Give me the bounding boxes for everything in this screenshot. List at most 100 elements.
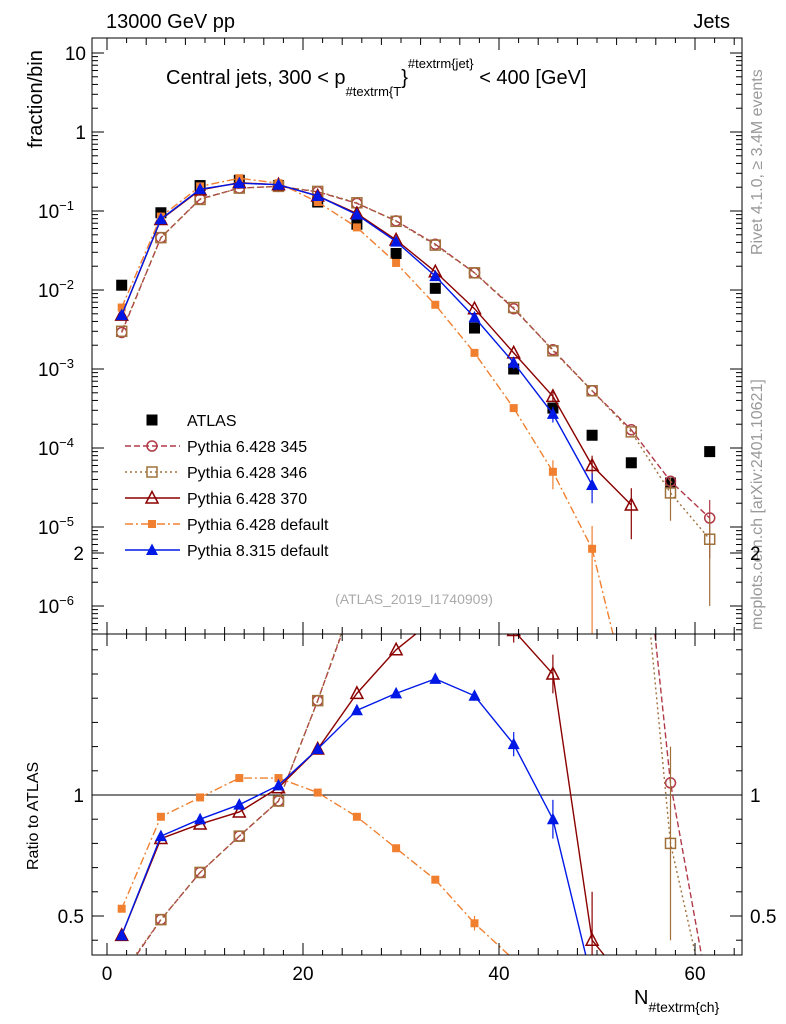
legend-label: Pythia 6.428 346 <box>187 465 307 482</box>
data-point <box>429 269 442 282</box>
legend-marker <box>144 489 160 504</box>
ytick-label: 10−6 <box>38 593 74 618</box>
ratio-xlabel: N#textrm{ch} <box>634 987 720 1015</box>
data-point <box>627 705 635 713</box>
data-point <box>233 830 246 842</box>
ytick-label: 1 <box>75 123 86 144</box>
title-end: < 400 [GeV] <box>474 67 587 89</box>
legend-item-pythia-6-428-345: Pythia 6.428 345 <box>125 439 307 456</box>
data-point <box>115 325 128 338</box>
data-point <box>313 788 322 797</box>
legend-label: Pythia 6.428 default <box>187 517 329 534</box>
data-point <box>391 403 401 413</box>
data-point <box>155 913 167 926</box>
series-line <box>121 177 614 634</box>
data-point <box>156 812 165 821</box>
title-main: Central jets, 300 < p <box>166 67 346 89</box>
data-point <box>626 403 636 413</box>
data-point <box>155 913 167 926</box>
data-point <box>194 812 207 825</box>
series-pythia-6-428-346 <box>134 137 697 955</box>
xtick-label: 0 <box>102 964 113 985</box>
legend-item-pythia-6-428-default: Pythia 6.428 default <box>125 517 329 534</box>
data-point <box>625 457 637 469</box>
xtick-label: 20 <box>292 964 313 985</box>
ratio-ylabel: Ratio to ATLAS <box>25 762 42 870</box>
data-point <box>274 774 283 783</box>
data-point <box>429 672 442 684</box>
analysis-tag: (ATLAS_2019_I1740909) <box>335 591 493 607</box>
data-point <box>391 403 401 413</box>
data-point <box>588 544 597 553</box>
series-pythia-6-428-370 <box>114 612 605 955</box>
series-pythia-6-428-default <box>117 774 518 964</box>
ytick-label: 10−2 <box>38 277 74 302</box>
series-pythia-8-315-default <box>115 176 599 504</box>
data-point <box>430 161 440 171</box>
data-point <box>390 215 402 228</box>
data-point <box>233 176 246 189</box>
data-point <box>115 928 128 941</box>
xlabel-sub: #textrm{ch} <box>648 999 719 1015</box>
data-point <box>350 208 363 220</box>
data-point <box>272 178 285 190</box>
data-point <box>587 137 597 147</box>
data-point <box>546 407 559 419</box>
ratio-ytick-label-right: 1 <box>750 786 761 807</box>
series-pythia-6-428-345 <box>117 161 703 982</box>
data-point <box>232 803 247 818</box>
data-point <box>468 689 481 701</box>
series-line <box>134 634 697 955</box>
ytick-label: 10−5 <box>38 514 74 539</box>
data-point <box>429 282 441 294</box>
data-point <box>509 404 518 413</box>
data-point <box>584 457 600 472</box>
data-point <box>390 686 403 699</box>
data-point <box>507 737 520 750</box>
data-point <box>664 487 677 499</box>
legend-marker <box>146 440 158 452</box>
data-point <box>545 388 561 403</box>
data-point <box>154 212 167 225</box>
data-point <box>117 303 126 312</box>
data-point <box>272 795 285 807</box>
xtick-label: 60 <box>684 964 705 985</box>
series-line <box>121 777 510 955</box>
side-label-bottom: mcplots.cern.ch [arXiv:2401.10621] <box>749 379 766 630</box>
data-point <box>586 975 598 987</box>
data-point <box>510 956 518 964</box>
data-point <box>349 685 365 700</box>
ytick-label: 10−1 <box>38 198 74 223</box>
header-left: 13000 GeV pp <box>106 11 235 33</box>
data-point <box>117 972 127 982</box>
data-point <box>392 844 401 853</box>
legend-marker <box>148 520 156 528</box>
data-point <box>115 308 128 321</box>
data-point <box>429 612 441 624</box>
data-point <box>624 496 639 511</box>
legend-label: Pythia 6.428 370 <box>187 491 307 508</box>
data-point <box>431 300 440 309</box>
ratio-ytick-label-right: 2 <box>750 544 761 565</box>
series-line <box>121 182 632 506</box>
data-point <box>545 665 561 680</box>
legend-label: ATLAS <box>187 413 237 430</box>
data-point <box>235 774 244 783</box>
series-line <box>121 634 605 955</box>
data-point <box>546 812 559 825</box>
legend-marker <box>146 466 158 478</box>
data-point <box>468 310 481 323</box>
data-point <box>547 345 559 357</box>
ratio-panel-plot <box>92 137 742 987</box>
data-point <box>390 235 403 247</box>
legend-marker <box>146 414 158 426</box>
data-point <box>194 866 206 879</box>
ratio-ytick-label: 2 <box>73 544 84 565</box>
data-point <box>311 189 324 201</box>
legend-item-atlas: ATLAS <box>146 413 237 430</box>
ytick-label: 10−4 <box>38 435 74 460</box>
ytick-label: 10−3 <box>38 356 74 381</box>
data-point <box>388 641 404 656</box>
data-point <box>154 829 167 842</box>
series-pythia-8-315-default <box>115 672 598 987</box>
